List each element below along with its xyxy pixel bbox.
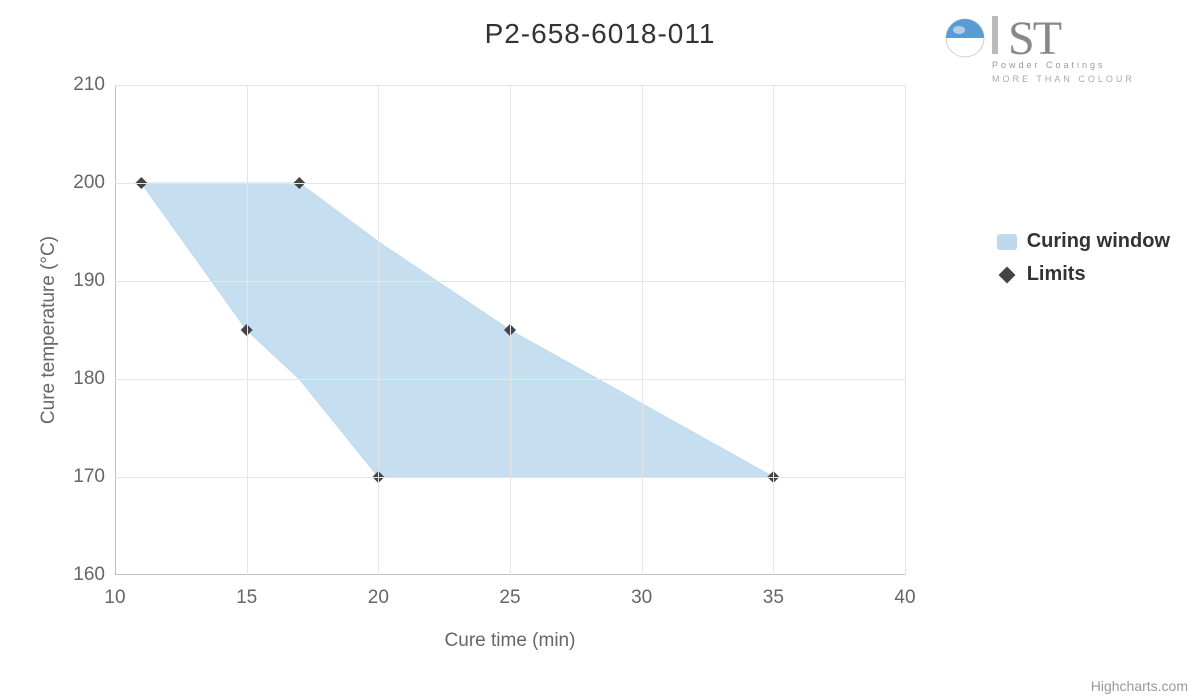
curing-window-area[interactable] [141, 183, 773, 477]
gridline-v [378, 85, 379, 575]
legend-swatch-area [997, 234, 1017, 250]
x-tick-label: 30 [631, 587, 652, 609]
gridline-h [115, 183, 905, 184]
logo-text-sub2: MORE THAN COLOUR [992, 74, 1135, 84]
x-tick-label: 10 [104, 587, 125, 609]
chart-container: { "title": "P2-658-6018-011", "logo": { … [0, 0, 1200, 700]
credits-link[interactable]: Highcharts.com [1091, 678, 1188, 694]
logo-text-sub1: Powder Coatings [992, 60, 1106, 70]
x-tick-label: 15 [236, 587, 257, 609]
gridline-h [115, 85, 905, 86]
gridline-h [115, 477, 905, 478]
plot-area: 10152025303540160170180190200210 [115, 85, 905, 575]
x-tick-label: 35 [763, 587, 784, 609]
gridline-v [905, 85, 906, 575]
gridline-v [247, 85, 248, 575]
y-tick-label: 170 [55, 466, 105, 488]
y-tick-label: 180 [55, 368, 105, 390]
legend-swatch-diamond [998, 266, 1015, 283]
y-axis-title: Cure temperature (°C) [38, 236, 60, 424]
gridline-h [115, 281, 905, 282]
logo-text-main: ST [1008, 12, 1062, 65]
y-tick-label: 210 [55, 74, 105, 96]
gridline-h [115, 379, 905, 380]
legend: Curing window Limits [997, 230, 1170, 296]
x-tick-label: 20 [368, 587, 389, 609]
legend-label: Limits [1027, 263, 1086, 286]
legend-item-curing-window[interactable]: Curing window [997, 230, 1170, 253]
y-tick-label: 190 [55, 270, 105, 292]
legend-label: Curing window [1027, 230, 1170, 253]
y-tick-label: 160 [55, 564, 105, 586]
x-tick-label: 25 [499, 587, 520, 609]
y-tick-label: 200 [55, 172, 105, 194]
brand-logo: ST Powder Coatings MORE THAN COLOUR [930, 10, 1150, 95]
x-axis-title: Cure time (min) [445, 630, 576, 652]
gridline-v [773, 85, 774, 575]
x-tick-label: 40 [894, 587, 915, 609]
gridline-v [642, 85, 643, 575]
legend-item-limits[interactable]: Limits [997, 263, 1170, 286]
gridline-v [510, 85, 511, 575]
